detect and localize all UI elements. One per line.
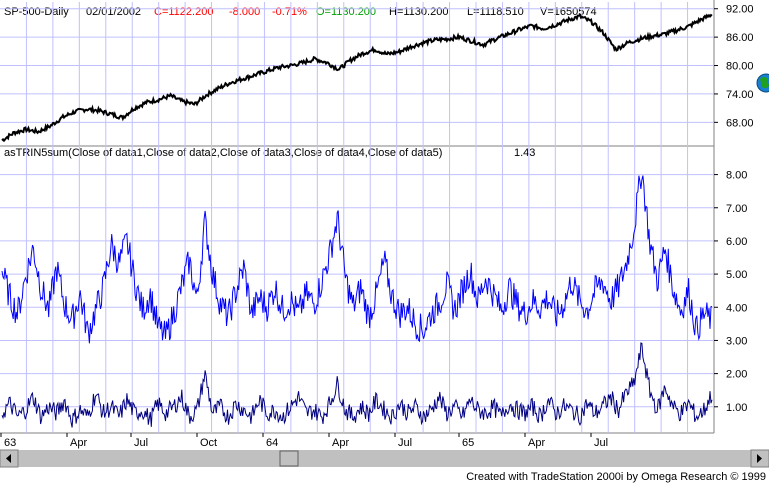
price-y-tick-label: 86.00: [726, 32, 754, 44]
indicator-y-tick-label: 1.00: [726, 402, 747, 414]
price-y-tick-label: 74.00: [726, 89, 754, 101]
footer-credit: Created with TradeStation 2000i by Omega…: [466, 471, 766, 483]
indicator-y-tick-label: 8.00: [726, 170, 747, 182]
indicator-y-tick-label: 6.00: [726, 236, 747, 248]
x-tick-label: 64: [266, 437, 278, 449]
x-tick-label: 63: [4, 437, 16, 449]
x-tick-label: Apr: [528, 437, 545, 449]
trin-daily-series-line: [1, 342, 713, 428]
header-symbol: SP-500-Daily: [4, 6, 69, 18]
x-tick-label: Jul: [594, 437, 608, 449]
indicator-y-tick-label: 7.00: [726, 203, 747, 215]
indicator-value: 1.43: [514, 147, 535, 159]
indicator-y-tick-label: 3.00: [726, 335, 747, 347]
header-date: 02/01/2002: [86, 6, 141, 18]
x-tick-label: Apr: [70, 437, 87, 449]
indicator-y-tick-label: 5.00: [726, 269, 747, 281]
price-y-tick-label: 92.00: [726, 4, 754, 16]
header-change-pct: -0.71%: [272, 6, 307, 18]
chart-grid: [0, 0, 715, 434]
x-tick-label: Jul: [398, 437, 412, 449]
indicator-label: asTRIN5sum(Close of data1,Close of data2…: [4, 147, 442, 159]
x-tick-label: Oct: [200, 437, 217, 449]
header-high: H=1130.200: [389, 6, 448, 18]
price-y-tick-label: 80.00: [726, 61, 754, 73]
price-y-ticks: 92.00 86.00 80.00 74.00 68.00: [714, 4, 754, 129]
x-axis-ticks: 63 Apr Jul Oct 64 Apr Jul 65 Apr Jul: [0, 433, 608, 449]
header-close: C=1122.200: [154, 6, 213, 18]
indicator-y-tick-label: 4.00: [726, 302, 747, 314]
price-y-tick-label: 68.00: [726, 117, 754, 129]
x-tick-label: Jul: [134, 437, 148, 449]
price-series-line: [1, 13, 713, 143]
arrow-left-icon: [6, 454, 11, 463]
indicator-y-ticks: 8.00 7.00 6.00 5.00 4.00 3.00 2.00 1.00: [714, 170, 747, 414]
scroll-thumb: [279, 450, 299, 467]
indicator-y-tick-label: 2.00: [726, 369, 747, 381]
x-tick-label: Apr: [332, 437, 349, 449]
x-tick-label: 65: [462, 437, 474, 449]
horizontal-scrollbar[interactable]: [0, 449, 769, 468]
globe-icon[interactable]: [756, 73, 769, 93]
header-change: -8.000: [229, 6, 260, 18]
arrow-right-icon: [757, 454, 762, 463]
header-open: O=1130.200: [316, 6, 376, 18]
trin-sum-series-line: [1, 175, 713, 344]
